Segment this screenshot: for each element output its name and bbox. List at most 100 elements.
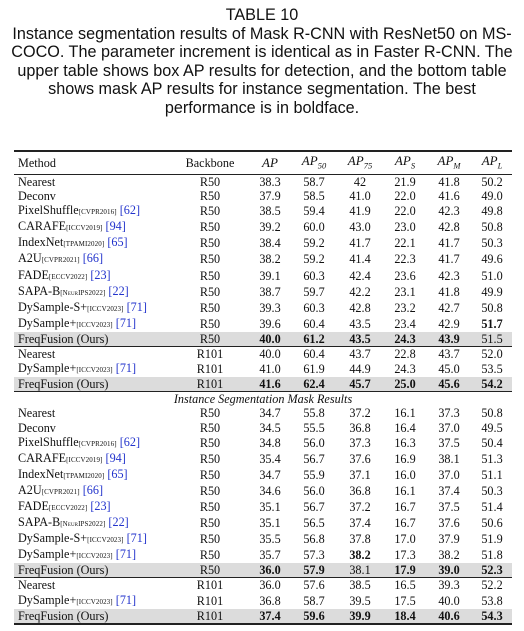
value-text: 51.1 bbox=[481, 467, 503, 482]
value-cell: 38.1 bbox=[426, 451, 472, 467]
value-cell: 34.7 bbox=[248, 406, 292, 420]
value-cell: 37.0 bbox=[426, 467, 472, 483]
value-text: 57.6 bbox=[303, 578, 325, 593]
value-cell: 50.8 bbox=[472, 406, 512, 420]
value-text: 50.8 bbox=[481, 300, 503, 315]
value-text: 36.8 bbox=[349, 483, 371, 498]
value-text: 59.7 bbox=[303, 284, 325, 299]
value-cell: 22.0 bbox=[384, 203, 426, 219]
value-cell: 22.1 bbox=[384, 235, 426, 251]
value-cell: 41.6 bbox=[248, 377, 292, 392]
value-text: 50.8 bbox=[481, 220, 503, 235]
column-header: APL bbox=[472, 150, 512, 175]
method-cell: FreqFusion (Ours) bbox=[14, 608, 172, 625]
value-cell: 42.2 bbox=[336, 284, 384, 300]
method-venue: [ICCV2023] bbox=[76, 366, 113, 375]
section-row: Instance Segmentation Mask Results bbox=[14, 391, 512, 407]
value-cell: 51.9 bbox=[472, 531, 512, 547]
value-text: 23.0 bbox=[394, 220, 416, 235]
value-text: 39.2 bbox=[259, 220, 281, 235]
value-text: 50.3 bbox=[481, 483, 503, 498]
value-cell: 42 bbox=[336, 174, 384, 190]
value-text: 55.5 bbox=[303, 420, 325, 435]
value-text: 45.0 bbox=[438, 362, 460, 377]
method-venue: [CVPR2021] bbox=[41, 256, 80, 265]
value-cell: 50.4 bbox=[472, 435, 512, 451]
value-cell: 34.6 bbox=[248, 483, 292, 499]
value-cell: 43.0 bbox=[336, 219, 384, 235]
value-cell: 17.5 bbox=[384, 593, 426, 609]
table-row: FreqFusion (Ours) R50 36.0 57.9 38.1 17.9 39.0… bbox=[14, 563, 512, 578]
value-cell: 37.2 bbox=[336, 406, 384, 420]
method-name: FADE bbox=[18, 498, 49, 513]
value-text: 36.8 bbox=[349, 420, 371, 435]
value-text: 16.4 bbox=[394, 420, 416, 435]
section-title: Instance Segmentation Mask Results bbox=[14, 391, 512, 407]
value-cell: 41.0 bbox=[248, 361, 292, 377]
backbone-cell: R50 bbox=[199, 467, 221, 482]
value-text: 41.6 bbox=[438, 189, 460, 204]
value-text: 39.9 bbox=[349, 608, 371, 623]
backbone-cell: R50 bbox=[199, 268, 221, 283]
value-cell: 56.5 bbox=[292, 515, 336, 531]
method-cell: FreqFusion (Ours) bbox=[14, 331, 172, 347]
header-subscript: 50 bbox=[317, 160, 327, 171]
value-text: 50.8 bbox=[481, 406, 503, 421]
value-text: 40.0 bbox=[259, 347, 281, 362]
backbone-cell: R50 bbox=[199, 499, 221, 514]
value-cell: 41.0 bbox=[336, 189, 384, 203]
value-cell: 43.7 bbox=[426, 346, 472, 362]
value-text: 43.9 bbox=[438, 331, 460, 346]
value-cell: 36.0 bbox=[248, 577, 292, 593]
value-cell: 38.5 bbox=[248, 203, 292, 219]
backbone-cell: R50 bbox=[172, 563, 248, 578]
value-cell: 41.9 bbox=[336, 203, 384, 219]
value-cell: 51.7 bbox=[472, 316, 512, 332]
value-text: 38.2 bbox=[349, 548, 371, 563]
method-name: Nearest bbox=[18, 578, 56, 593]
value-cell: 52.3 bbox=[472, 563, 512, 578]
backbone-cell: R50 bbox=[199, 548, 221, 563]
method-venue: [ICCV2023] bbox=[76, 552, 113, 561]
value-cell: 42.7 bbox=[426, 300, 472, 316]
table-row: Nearest R50 34.7 55.8 37.2 16.1 37.3 50.8 bbox=[14, 406, 512, 420]
value-cell: 56.0 bbox=[292, 483, 336, 499]
value-cell: 50.6 bbox=[472, 515, 512, 531]
value-text: 58.7 bbox=[303, 593, 325, 608]
value-cell: 37.1 bbox=[336, 467, 384, 483]
value-cell: 16.9 bbox=[384, 451, 426, 467]
value-text: 16.0 bbox=[394, 467, 416, 482]
value-text: 34.5 bbox=[259, 420, 281, 435]
table-row: DySample-S+[ICCV2023] [71] R50 35.5 56.8 37.… bbox=[14, 531, 512, 547]
value-cell: 51.0 bbox=[472, 268, 512, 284]
method-name: A2U bbox=[18, 482, 42, 497]
value-text: 49.5 bbox=[481, 420, 503, 435]
method-ref: [71] bbox=[126, 299, 147, 314]
header-subscript: M bbox=[453, 160, 461, 171]
value-cell: 37.8 bbox=[336, 531, 384, 547]
method-name: CARAFE bbox=[18, 219, 67, 234]
value-cell: 52.2 bbox=[472, 577, 512, 593]
value-text: 41.0 bbox=[349, 189, 371, 204]
value-cell: 40.6 bbox=[426, 608, 472, 625]
method-venue: [ECCV2022] bbox=[48, 272, 88, 281]
value-text: 37.6 bbox=[438, 516, 460, 531]
header-text: Backbone bbox=[185, 155, 235, 170]
value-text: 17.0 bbox=[394, 532, 416, 547]
value-text: 36.0 bbox=[259, 578, 281, 593]
value-cell: 42.3 bbox=[426, 203, 472, 219]
value-cell: 37.3 bbox=[336, 435, 384, 451]
method-name: DySample-S+ bbox=[18, 299, 88, 314]
method-name: Nearest bbox=[18, 347, 56, 362]
value-text: 38.5 bbox=[259, 204, 281, 219]
value-text: 34.7 bbox=[259, 406, 281, 421]
value-text: 56.0 bbox=[303, 435, 325, 450]
value-cell: 38.1 bbox=[336, 563, 384, 578]
value-cell: 38.3 bbox=[248, 174, 292, 190]
value-cell: 60.3 bbox=[292, 300, 336, 316]
value-cell: 41.7 bbox=[336, 235, 384, 251]
method-ref: [66] bbox=[82, 251, 104, 266]
value-text: 59.2 bbox=[303, 236, 325, 251]
value-text: 55.8 bbox=[303, 406, 325, 421]
